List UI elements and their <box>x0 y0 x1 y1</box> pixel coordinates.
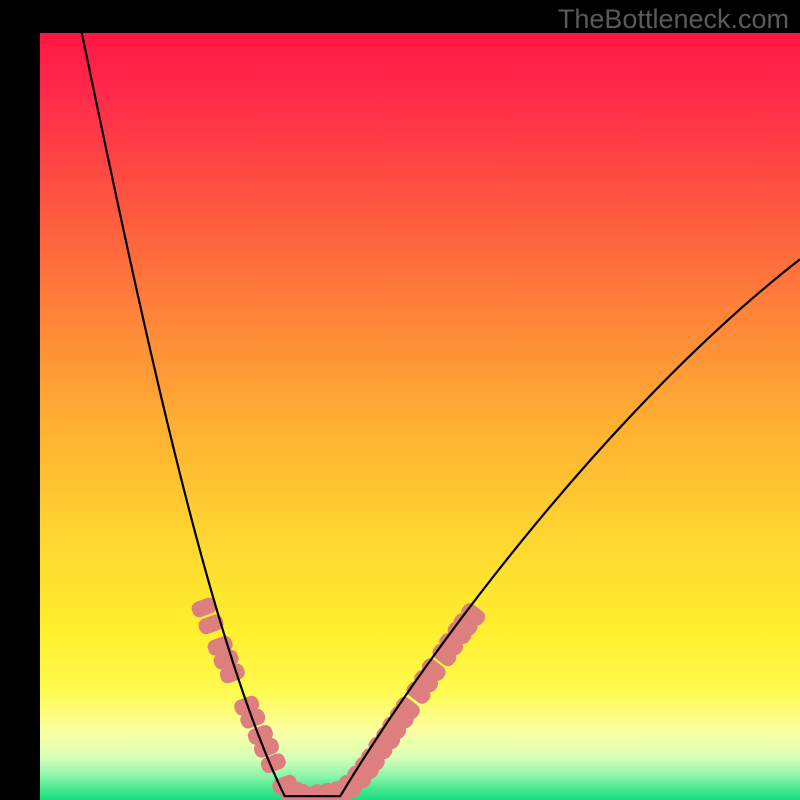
curve-overlay <box>40 33 800 800</box>
watermark-text: TheBottleneck.com <box>558 4 789 35</box>
plot-area <box>40 33 800 800</box>
markers-group <box>190 596 488 800</box>
bottleneck-curve <box>82 33 800 796</box>
